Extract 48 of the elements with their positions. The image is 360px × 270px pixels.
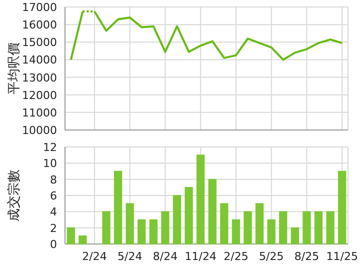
y-tick-label: 10 — [43, 157, 57, 170]
x-tick-label: 8/24 — [152, 250, 178, 263]
bar — [279, 211, 288, 244]
bar — [78, 236, 87, 244]
y-tick-label: 13000 — [22, 71, 57, 84]
bar — [220, 203, 228, 244]
x-tick-label: 11/24 — [184, 250, 216, 263]
bar — [172, 195, 182, 244]
x-tick-label: 2/24 — [82, 250, 107, 263]
bar — [244, 211, 252, 244]
y-tick-label: 4 — [50, 206, 57, 219]
y-tick-label: 14000 — [22, 54, 57, 67]
x-tick-label: 2/25 — [224, 250, 248, 263]
bar — [326, 211, 334, 244]
x-tick-label: 8/25 — [294, 250, 320, 263]
y-tick-label: 16000 — [22, 18, 57, 32]
bar — [149, 219, 158, 244]
bar — [338, 170, 346, 244]
bar — [102, 211, 110, 244]
bar — [66, 227, 75, 244]
y-tick-label: 0 — [50, 238, 57, 251]
bar — [138, 219, 146, 244]
bar — [196, 154, 205, 244]
y-tick-label: 2 — [50, 222, 57, 235]
bar — [232, 219, 240, 244]
y-tick-label: 12000 — [22, 88, 57, 102]
bar — [114, 170, 122, 244]
y-tick-label: 8 — [50, 173, 57, 186]
bar — [290, 227, 299, 244]
y-axis-title: 成交宗數 — [6, 170, 22, 222]
y-tick-label: 10000 — [22, 124, 57, 137]
bar — [302, 211, 311, 244]
y-tick-label: 11000 — [22, 106, 57, 120]
x-tick-label: 5/24 — [118, 250, 142, 263]
y-tick-label: 15000 — [22, 36, 57, 50]
y-tick-label: 12 — [43, 141, 57, 154]
bar — [314, 211, 323, 244]
bar — [208, 178, 216, 244]
y-tick-label: 6 — [50, 190, 57, 202]
bar — [126, 203, 134, 244]
bar — [256, 203, 264, 244]
y-tick-label: 17000 — [22, 1, 57, 14]
bar — [161, 211, 170, 244]
y-axis-title: 平均呎價 — [7, 42, 22, 94]
x-tick-label: 11/25 — [326, 250, 358, 263]
x-tick-label: 5/25 — [259, 250, 284, 263]
bar — [267, 219, 276, 244]
bar — [184, 187, 193, 244]
